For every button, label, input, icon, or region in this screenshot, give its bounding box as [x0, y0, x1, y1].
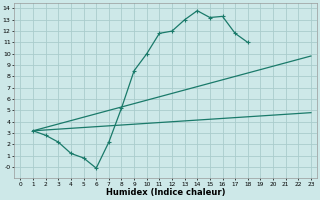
X-axis label: Humidex (Indice chaleur): Humidex (Indice chaleur) — [106, 188, 225, 197]
